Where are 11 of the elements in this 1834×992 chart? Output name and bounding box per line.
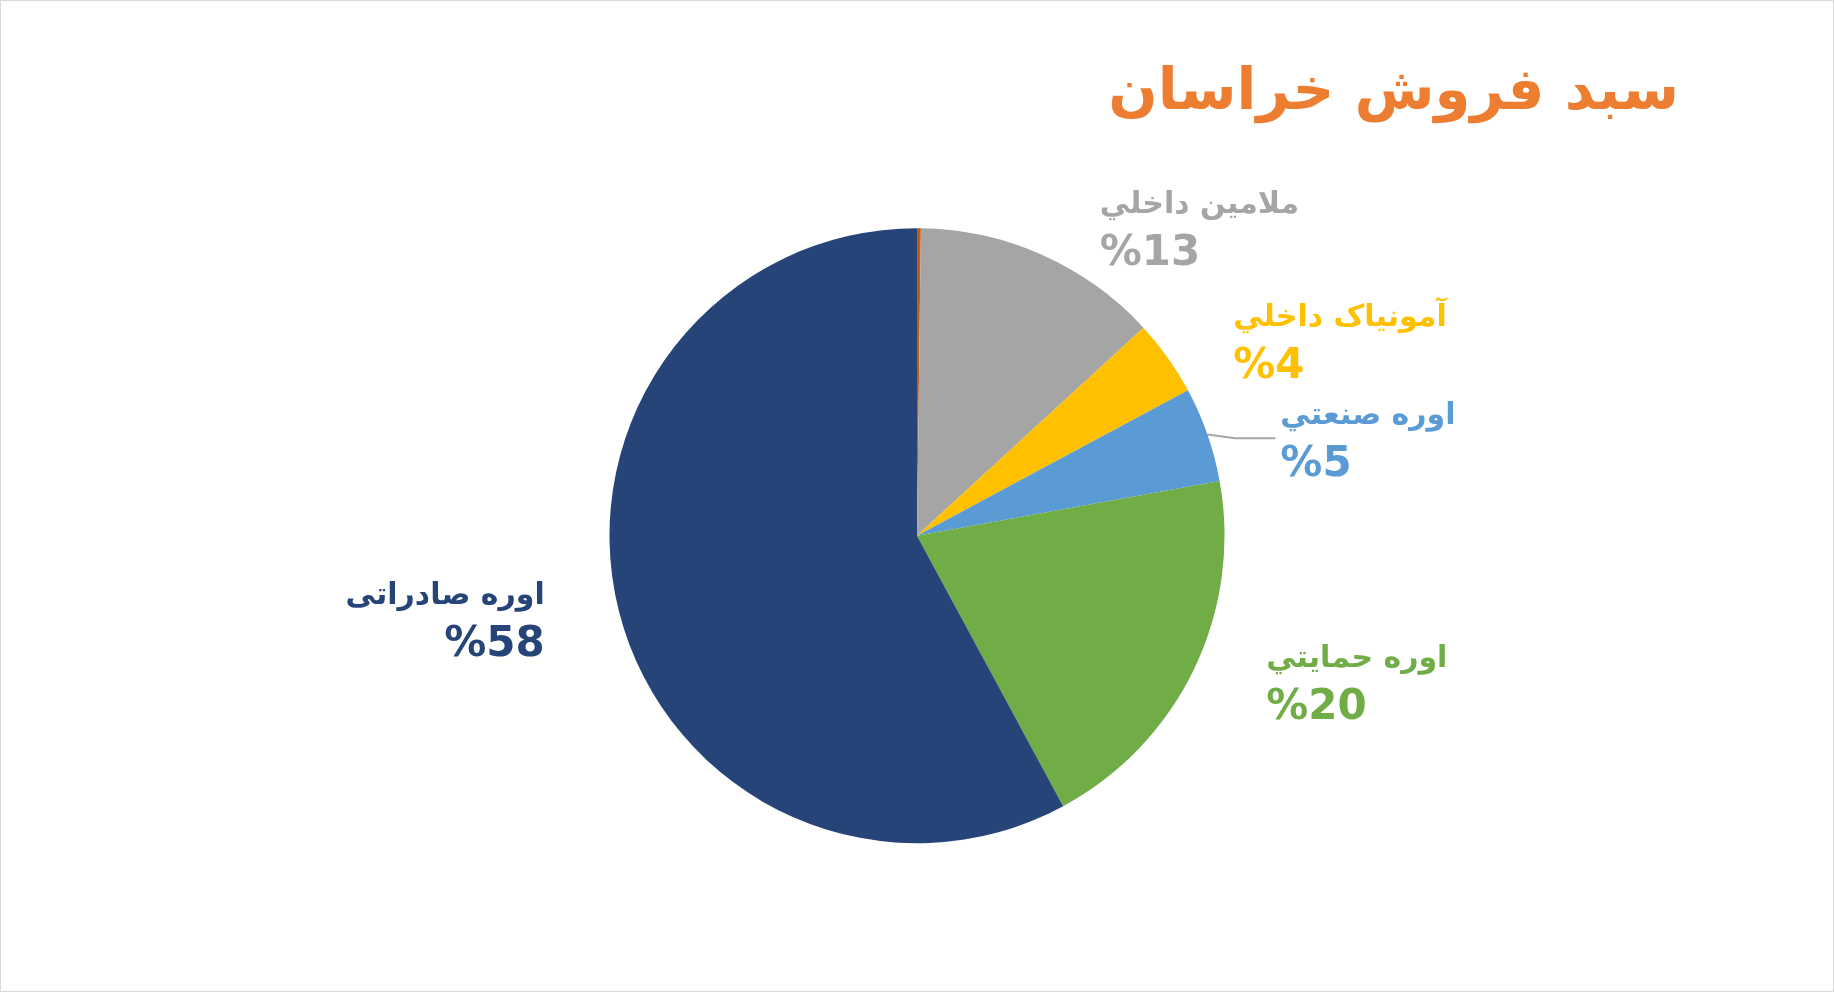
slice-label: اوره حمايتي bbox=[1266, 639, 1448, 676]
chart-title: سبد فروش خراسان bbox=[1108, 55, 1679, 124]
data-label: %20 bbox=[1266, 680, 1367, 730]
slice-label: ملامین داخلي bbox=[1099, 185, 1300, 222]
data-label: %58 bbox=[444, 616, 545, 666]
data-label: %4 bbox=[1233, 338, 1305, 388]
slice-label: اوره صنعتي bbox=[1280, 395, 1456, 432]
slice-label: آمونیاک داخلي bbox=[1233, 296, 1448, 334]
data-label: %5 bbox=[1280, 436, 1352, 486]
data-label: %13 bbox=[1099, 226, 1201, 276]
slice-label: اوره صادراتی bbox=[345, 575, 545, 612]
